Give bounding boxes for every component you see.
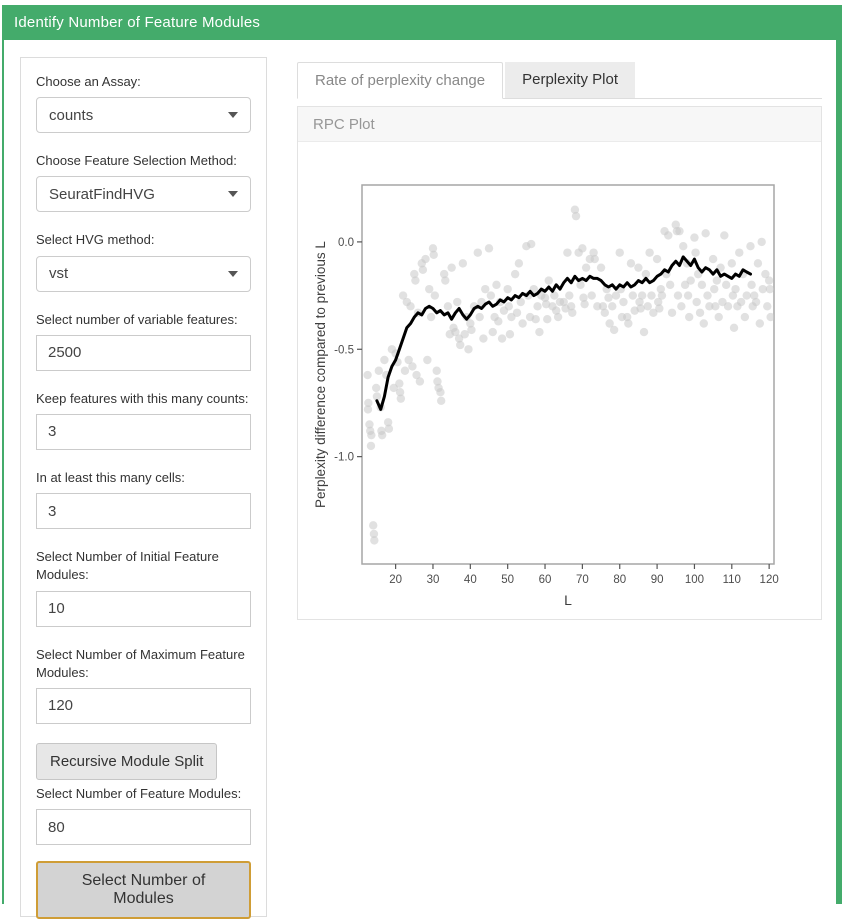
frame-border-left	[2, 5, 4, 904]
svg-text:L: L	[564, 592, 572, 608]
rpc-plot-figure: 20 30 40 50 60 70 80 90 100 110 120 0.0 -0.5 -1.0 L Per…	[311, 154, 821, 621]
hvg-method-selected-value: vst	[49, 265, 68, 282]
plot-tabs: Rate of perplexity change Perplexity Plo…	[297, 62, 822, 99]
hvg-method-label: Select HVG method:	[36, 231, 251, 249]
svg-text:90: 90	[651, 574, 664, 586]
initial-modules-label: Select Number of Initial Feature Modules…	[36, 548, 251, 584]
svg-text:-1.0: -1.0	[334, 452, 354, 464]
page-title: Identify Number of Feature Modules	[2, 5, 842, 40]
assay-select[interactable]: counts	[36, 97, 251, 133]
n-modules-label: Select Number of Feature Modules:	[36, 785, 251, 803]
svg-text:30: 30	[427, 574, 440, 586]
controls-sidebar: Choose an Assay: counts Choose Feature S…	[20, 57, 267, 917]
recursive-module-split-button[interactable]: Recursive Module Split	[36, 743, 217, 780]
svg-text:70: 70	[576, 574, 589, 586]
feature-method-group: Choose Feature Selection Method: SeuratF…	[36, 152, 251, 212]
min-counts-group: Keep features with this many counts:	[36, 390, 251, 450]
chevron-down-icon	[228, 271, 238, 277]
hvg-method-group: Select HVG method: vst	[36, 231, 251, 291]
initial-modules-input[interactable]	[36, 591, 251, 627]
n-modules-input[interactable]	[36, 809, 251, 845]
tab-rate-of-perplexity-change[interactable]: Rate of perplexity change	[297, 62, 503, 99]
min-cells-group: In at least this many cells:	[36, 469, 251, 529]
svg-text:50: 50	[501, 574, 514, 586]
rpc-plot-panel-title: RPC Plot	[298, 107, 821, 142]
svg-text:20: 20	[389, 574, 402, 586]
max-modules-group: Select Number of Maximum Feature Modules…	[36, 646, 251, 724]
min-cells-input[interactable]	[36, 493, 251, 529]
svg-text:100: 100	[685, 574, 704, 586]
chevron-down-icon	[228, 112, 238, 118]
svg-text:80: 80	[613, 574, 626, 586]
variable-features-group: Select number of variable features:	[36, 311, 251, 371]
frame-border-right	[836, 5, 842, 904]
max-modules-input[interactable]	[36, 688, 251, 724]
rpc-plot-panel: RPC Plot 20 30 40 50 60 70 80 90 100 110 120 0.0 -0.…	[297, 106, 822, 620]
chevron-down-icon	[228, 191, 238, 197]
svg-text:40: 40	[464, 574, 477, 586]
feature-method-label: Choose Feature Selection Method:	[36, 152, 251, 170]
n-modules-group: Select Number of Feature Modules:	[36, 785, 251, 845]
hvg-method-select[interactable]: vst	[36, 256, 251, 292]
variable-features-label: Select number of variable features:	[36, 311, 251, 329]
svg-text:0.0: 0.0	[338, 237, 354, 249]
feature-method-select[interactable]: SeuratFindHVG	[36, 176, 251, 212]
svg-text:60: 60	[539, 574, 552, 586]
feature-method-selected-value: SeuratFindHVG	[49, 186, 155, 203]
tab-perplexity-plot[interactable]: Perplexity Plot	[505, 62, 635, 98]
variable-features-input[interactable]	[36, 335, 251, 371]
recursive-split-group: Recursive Module Split	[36, 743, 251, 780]
svg-text:-0.5: -0.5	[334, 344, 354, 356]
assay-label: Choose an Assay:	[36, 73, 251, 91]
assay-group: Choose an Assay: counts	[36, 73, 251, 133]
min-counts-label: Keep features with this many counts:	[36, 390, 251, 408]
min-cells-label: In at least this many cells:	[36, 469, 251, 487]
svg-text:Perplexity difference compared: Perplexity difference compared to previo…	[313, 241, 328, 508]
svg-text:120: 120	[760, 574, 779, 586]
svg-text:110: 110	[723, 574, 741, 586]
assay-selected-value: counts	[49, 107, 93, 124]
rpc-plot-canvas: 20 30 40 50 60 70 80 90 100 110 120 0.0 -0.5 -1.0 L Per…	[311, 154, 811, 616]
max-modules-label: Select Number of Maximum Feature Modules…	[36, 646, 251, 682]
min-counts-input[interactable]	[36, 414, 251, 450]
initial-modules-group: Select Number of Initial Feature Modules…	[36, 548, 251, 626]
select-number-of-modules-button[interactable]: Select Number of Modules	[36, 861, 251, 919]
